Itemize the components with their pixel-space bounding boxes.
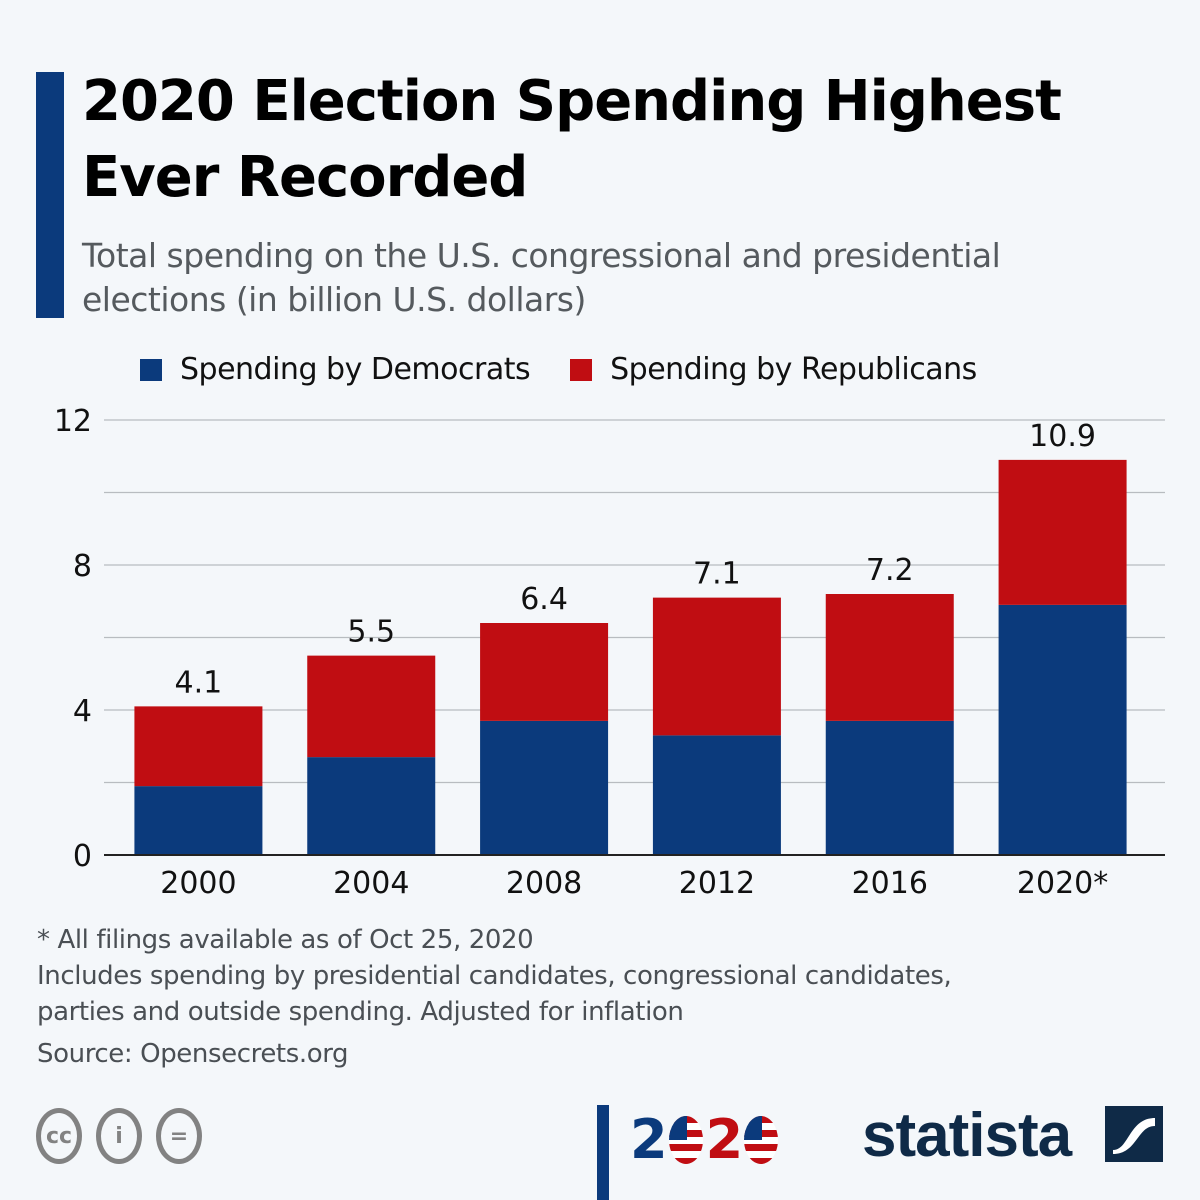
legend-label-democrats: Spending by Democrats xyxy=(180,352,531,387)
logo-divider-bar xyxy=(597,1105,609,1200)
total-data-label: 7.2 xyxy=(866,553,914,588)
x-tick-label: 2008 xyxy=(506,866,582,901)
legend-item-democrats: Spending by Democrats xyxy=(140,352,531,387)
total-data-label: 4.1 xyxy=(175,665,223,700)
bar-democrats xyxy=(825,720,954,855)
legend-item-republicans: Spending by Republicans xyxy=(570,352,977,387)
bar-democrats xyxy=(480,720,609,855)
license-icons: cc i = xyxy=(36,1108,202,1164)
legend-swatch-democrats xyxy=(140,358,162,381)
bar-republicans xyxy=(480,623,609,721)
legend-label-republicans: Spending by Republicans xyxy=(610,352,977,387)
us-flag-zero-icon xyxy=(744,1115,779,1164)
bar-democrats xyxy=(652,735,781,855)
bar-republicans xyxy=(307,655,436,758)
title-line-1: 2020 Election Spending Highest xyxy=(82,69,1062,134)
us-flag-zero-icon xyxy=(668,1115,703,1164)
statista-logo-text[interactable]: statista xyxy=(862,1101,1072,1170)
source-text: Source: Opensecrets.org xyxy=(37,1039,349,1069)
y-tick-label: 4 xyxy=(73,694,92,729)
footnote-includes-2: parties and outside spending. Adjusted f… xyxy=(37,997,684,1027)
bar-republicans xyxy=(825,594,954,721)
bar-republicans xyxy=(652,597,781,736)
title-line-2: Ever Recorded xyxy=(82,145,528,210)
cc-icon[interactable]: cc xyxy=(36,1108,82,1164)
y-tick-label: 8 xyxy=(73,549,92,584)
attribution-icon[interactable]: i xyxy=(96,1108,142,1164)
total-data-label: 6.4 xyxy=(520,582,568,617)
no-derivatives-icon[interactable]: = xyxy=(156,1108,202,1164)
legend: Spending by Democrats Spending by Republ… xyxy=(140,352,1017,387)
legend-swatch-republicans xyxy=(570,358,593,381)
bar-democrats xyxy=(307,757,436,855)
logo-digit-2-first: 2 xyxy=(630,1108,668,1171)
x-tick-label: 2020* xyxy=(1017,866,1108,901)
logo-digit-2-second: 2 xyxy=(705,1108,744,1171)
chart-subtitle: Total spending on the U.S. congressional… xyxy=(82,234,1182,322)
bar-democrats xyxy=(998,604,1127,855)
x-tick-label: 2012 xyxy=(679,866,755,901)
x-tick-label: 2004 xyxy=(333,866,409,901)
total-data-label: 7.1 xyxy=(693,557,741,592)
chart-title: 2020 Election Spending Highest Ever Reco… xyxy=(82,64,1192,216)
footnote-includes-1: Includes spending by presidential candid… xyxy=(37,961,952,991)
y-tick-label: 0 xyxy=(73,839,92,874)
bar-democrats xyxy=(134,786,263,855)
x-tick-label: 2000 xyxy=(160,866,236,901)
title-accent-bar xyxy=(36,72,64,318)
x-tick-label: 2016 xyxy=(852,866,928,901)
total-data-label: 5.5 xyxy=(347,615,395,650)
footnote-asterisk: * All filings available as of Oct 25, 20… xyxy=(37,925,534,955)
y-tick-label: 12 xyxy=(54,404,92,439)
bar-republicans xyxy=(998,459,1127,605)
bar-republicans xyxy=(134,706,263,787)
total-data-label: 10.9 xyxy=(1029,419,1096,454)
election-2020-logo: 2 2 xyxy=(630,1108,781,1171)
statista-logo-icon[interactable] xyxy=(1105,1106,1163,1162)
subtitle-line-1: Total spending on the U.S. congressional… xyxy=(82,236,1001,275)
footnote: * All filings available as of Oct 25, 20… xyxy=(37,922,952,1072)
subtitle-line-2: elections (in billion U.S. dollars) xyxy=(82,280,586,319)
